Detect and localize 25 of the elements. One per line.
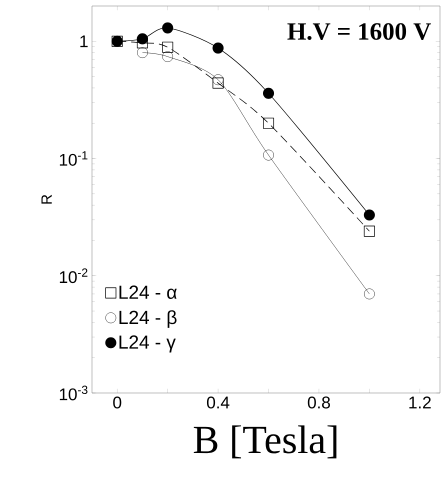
legend-label: L24 - α xyxy=(120,286,177,299)
x-tick-label: 0.8 xyxy=(308,396,330,409)
x-tick-label: 1.2 xyxy=(409,396,431,408)
point xyxy=(162,42,174,53)
point xyxy=(262,88,274,99)
x-tick-label: 0.4 xyxy=(206,396,230,409)
point xyxy=(364,288,375,300)
point xyxy=(212,78,224,89)
annotation: H.V = 1600 V xyxy=(287,23,431,40)
x-axis-title: B [Tesla] xyxy=(194,425,336,458)
y-tick-label: 10$^{-3}$ xyxy=(60,386,88,400)
y-tick-label: 10$^{-1}$ xyxy=(60,151,88,166)
point xyxy=(212,42,224,54)
point xyxy=(263,150,274,160)
y-tick-label: 10$^{-2}$ xyxy=(60,268,88,284)
point xyxy=(162,22,174,34)
point xyxy=(262,118,274,129)
legend-label: L24 - β xyxy=(120,310,177,328)
x-tick-label: 0 xyxy=(113,396,122,409)
legend-label: L24 - γ xyxy=(120,335,176,353)
point xyxy=(364,209,375,221)
point xyxy=(364,226,375,237)
y-axis-title: R xyxy=(41,194,52,204)
y-tick-label: 1 xyxy=(80,35,88,48)
point xyxy=(136,33,148,44)
